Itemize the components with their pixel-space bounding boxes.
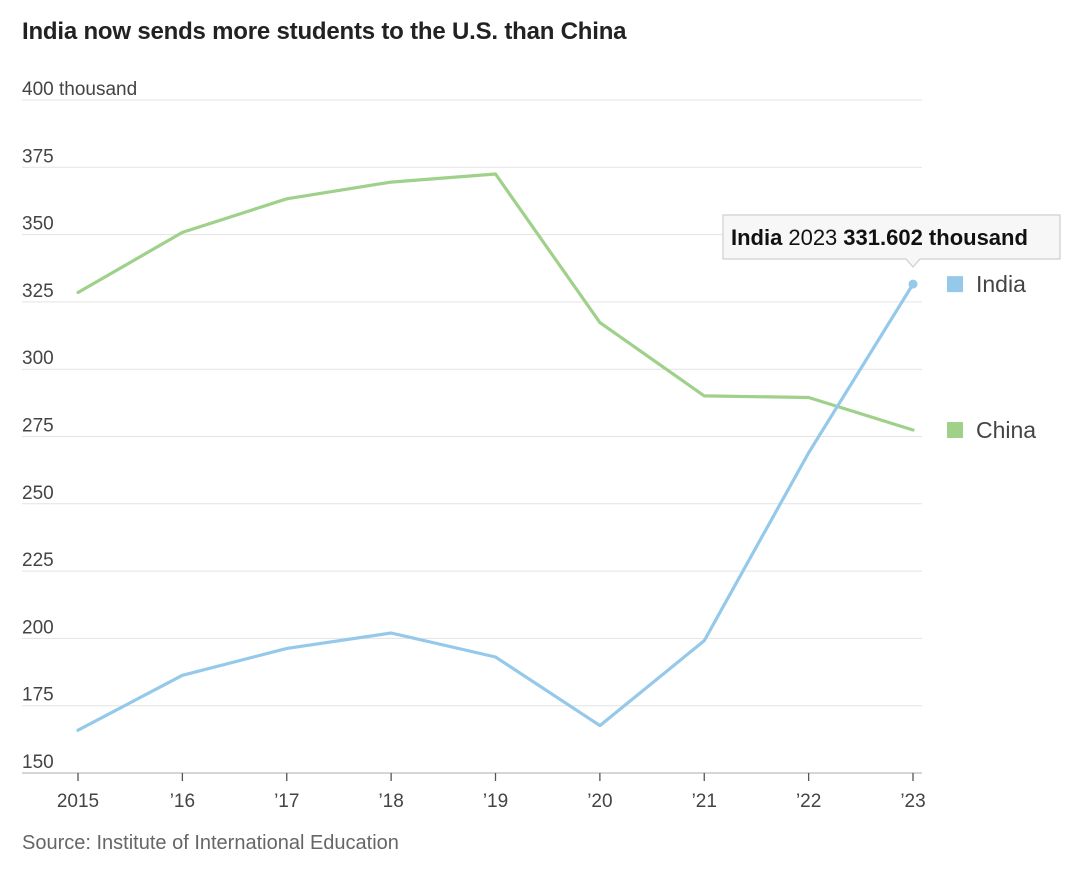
legend-swatch-china xyxy=(947,422,963,439)
legend: China India xyxy=(947,271,1036,443)
y-tick-label: 175 xyxy=(22,685,54,706)
y-tick-label: 275 xyxy=(22,416,54,437)
tooltip-year: 2023 xyxy=(788,225,837,250)
series-line-india xyxy=(76,282,915,732)
y-tick-label: 375 xyxy=(22,146,54,167)
x-tick-label: 2015 xyxy=(57,791,99,812)
legend-label-india: India xyxy=(976,271,1026,297)
tooltip-text: India 2023 331.602 thousand xyxy=(731,225,1028,250)
y-tick-label: 225 xyxy=(22,550,54,571)
highlight-point xyxy=(908,279,918,289)
tooltip-series: India xyxy=(731,225,783,250)
y-tick-label: 150 xyxy=(22,752,54,773)
source-note: Source: Institute of International Educa… xyxy=(22,832,399,854)
tooltip: India 2023 331.602 thousand xyxy=(722,214,1061,289)
x-axis-ticks: 2015 ’16 ’17 ’18 ’19 ’20 ’21 ’22 ’23 xyxy=(57,773,926,812)
x-tick-label: ’19 xyxy=(483,791,508,812)
x-tick-label: ’22 xyxy=(796,791,821,812)
x-tick-label: ’20 xyxy=(587,791,612,812)
y-tick-label: 200 xyxy=(22,617,54,638)
x-tick-label: ’21 xyxy=(692,791,717,812)
y-tick-label: 300 xyxy=(22,348,54,369)
series-line-china xyxy=(76,172,915,432)
x-tick-label: ’23 xyxy=(900,791,925,812)
legend-label-china: China xyxy=(976,417,1036,443)
x-tick-label: ’16 xyxy=(170,791,195,812)
x-tick-label: ’18 xyxy=(378,791,403,812)
y-tick-label: 250 xyxy=(22,483,54,504)
tooltip-value: 331.602 thousand xyxy=(843,225,1028,250)
chart-title: India now sends more students to the U.S… xyxy=(22,18,627,45)
y-tick-label: 350 xyxy=(22,214,54,235)
y-axis-ticks: 150 175 200 225 250 275 300 325 350 375 400 thousa… xyxy=(22,79,137,773)
series-lines xyxy=(76,172,915,732)
gridlines xyxy=(22,99,922,774)
x-tick-label: ’17 xyxy=(274,791,299,812)
y-tick-label: 400 thousand xyxy=(22,79,137,100)
tooltip-box xyxy=(722,214,1061,268)
y-tick-label: 325 xyxy=(22,281,54,302)
legend-swatch-india xyxy=(947,276,963,293)
